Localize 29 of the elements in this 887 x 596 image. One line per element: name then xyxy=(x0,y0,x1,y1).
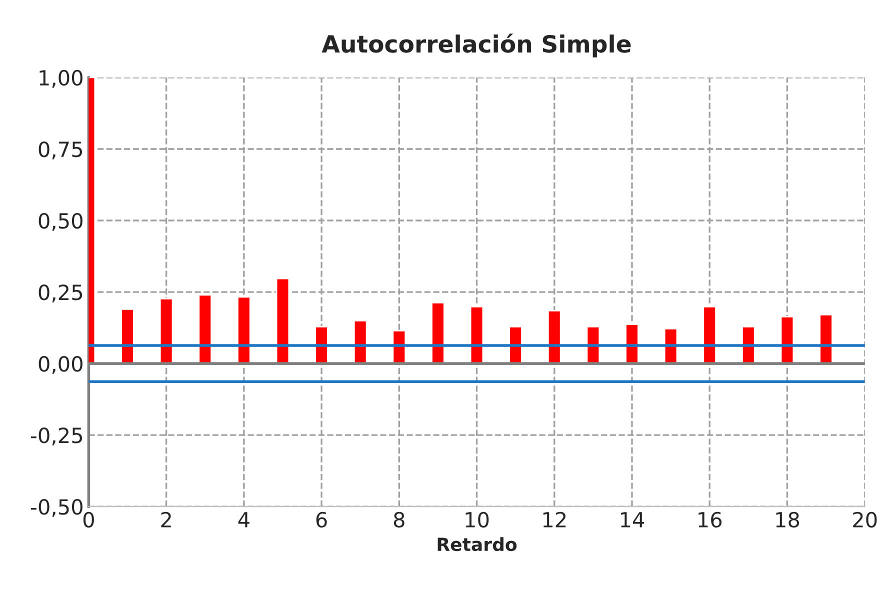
x-tick-label: 20 xyxy=(853,512,877,528)
x-axis-title: Retardo xyxy=(438,537,517,552)
x-tick-label: 4 xyxy=(238,512,250,528)
bar xyxy=(198,294,212,364)
y-tick-label: -0,50 xyxy=(30,499,82,517)
x-tick-label: 18 xyxy=(776,512,800,528)
bar xyxy=(819,314,833,364)
bar xyxy=(159,298,174,364)
x-tick-label: 14 xyxy=(621,512,644,528)
bar xyxy=(431,302,445,364)
y-tick-label: -0,25 xyxy=(30,428,82,446)
bar xyxy=(547,310,562,364)
y-tick-label: 0,75 xyxy=(38,141,82,160)
x-tick-label: 12 xyxy=(543,512,566,528)
x-tick-label: 16 xyxy=(698,512,722,528)
x-tick-label: 2 xyxy=(161,512,171,528)
chart-title: Autocorrelación Simple xyxy=(322,34,631,58)
x-tick-label: 6 xyxy=(316,512,327,528)
bar xyxy=(120,308,134,364)
bar xyxy=(276,278,290,364)
x-tick-label: 0 xyxy=(83,512,94,528)
y-tick-label: 0,25 xyxy=(38,284,82,302)
bar xyxy=(237,296,251,364)
y-tick-label: 0,50 xyxy=(38,212,82,231)
y-tick-label: 1,00 xyxy=(40,70,82,88)
bar xyxy=(702,306,717,364)
x-tick-label: 10 xyxy=(466,512,489,528)
y-tick-label: 0,00 xyxy=(38,356,82,374)
x-tick-label: 8 xyxy=(394,512,404,528)
